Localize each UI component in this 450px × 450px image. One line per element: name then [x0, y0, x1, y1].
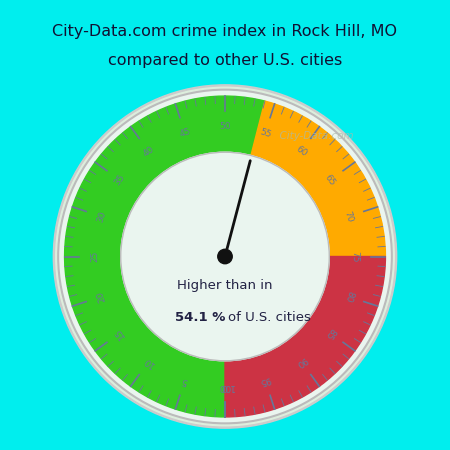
Text: Higher than in: Higher than in	[177, 279, 273, 292]
Text: 100: 100	[216, 382, 234, 391]
Circle shape	[121, 152, 329, 361]
Wedge shape	[225, 256, 386, 417]
Text: 30: 30	[95, 210, 108, 223]
Text: 80: 80	[342, 290, 355, 303]
Text: 5: 5	[181, 375, 189, 385]
Circle shape	[54, 85, 396, 428]
Text: 25: 25	[90, 251, 99, 262]
Text: 70: 70	[342, 210, 355, 223]
Text: 95: 95	[258, 374, 272, 386]
Text: 75: 75	[351, 251, 360, 262]
Text: 65: 65	[323, 173, 337, 187]
Text: 0: 0	[222, 382, 228, 391]
Circle shape	[58, 90, 392, 423]
Text: 60: 60	[294, 144, 309, 158]
Wedge shape	[251, 101, 386, 256]
Text: 54.1 %: 54.1 %	[175, 311, 225, 324]
Text: compared to other U.S. cities: compared to other U.S. cities	[108, 53, 342, 68]
Text: 40: 40	[141, 144, 156, 158]
Text: 35: 35	[113, 173, 127, 187]
Text: 20: 20	[95, 290, 108, 303]
Circle shape	[56, 87, 394, 426]
Text: City-Data.com crime index in Rock Hill, MO: City-Data.com crime index in Rock Hill, …	[53, 24, 397, 39]
Wedge shape	[64, 96, 265, 417]
Text: City-Data.com: City-Data.com	[273, 131, 354, 141]
Text: 90: 90	[294, 355, 309, 369]
Text: of U.S. cities: of U.S. cities	[228, 311, 311, 324]
Text: 10: 10	[141, 355, 156, 369]
Text: 15: 15	[113, 326, 127, 340]
Text: 85: 85	[323, 326, 337, 340]
Text: 55: 55	[258, 127, 272, 139]
Text: 50: 50	[219, 122, 231, 131]
Circle shape	[218, 249, 232, 264]
Text: 45: 45	[178, 127, 192, 139]
